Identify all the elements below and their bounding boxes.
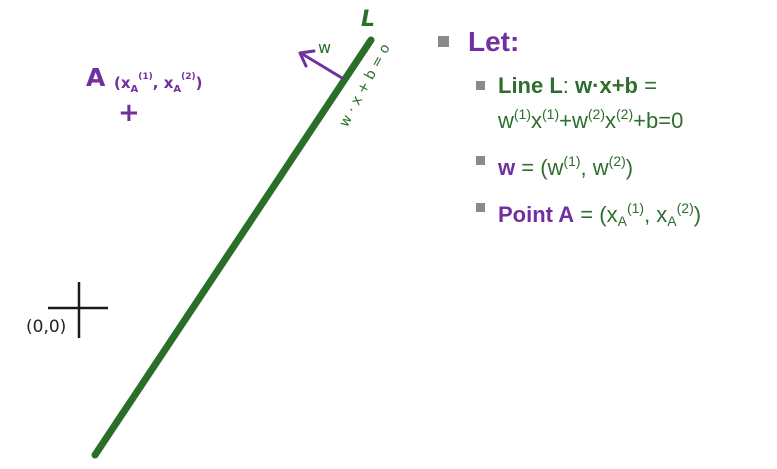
square-bullet-icon xyxy=(476,203,485,212)
w-definition-item: w = (w(1), w(2)) xyxy=(430,147,775,182)
line-l xyxy=(91,36,375,459)
w-definition: = (w(1), w(2)) xyxy=(515,153,634,180)
square-bullet-icon xyxy=(476,81,485,90)
let-heading: Let: xyxy=(468,26,520,57)
w-vector-label: w xyxy=(318,38,331,57)
line-expanded-equation: w(1)x(1)+w(2)x(2)+b=0 xyxy=(498,106,684,133)
point-a-term: Point A xyxy=(498,202,575,227)
point-a-marker: + xyxy=(118,98,140,128)
origin-axes xyxy=(48,282,108,338)
square-bullet-icon xyxy=(438,36,449,47)
square-bullet-icon xyxy=(476,156,485,165)
point-a-letter: A xyxy=(86,63,106,92)
let-heading-row: Let: xyxy=(430,24,775,72)
definitions-panel: Let: Line L: w·x+b = w(1)x(1)+w(2)x(2)+b… xyxy=(430,24,775,243)
normal-vector-arrow-icon xyxy=(298,49,344,80)
origin-label: (0,0) xyxy=(26,317,66,337)
point-a-definition-item: Point A = (xA(1), xA(2)) xyxy=(430,194,775,235)
line-definition-item: Line L: w·x+b = w(1)x(1)+w(2)x(2)+b=0 xyxy=(430,72,775,135)
point-a-definition: = (xA(1), xA(2)) xyxy=(574,200,702,229)
line-l-term: Line L xyxy=(498,73,563,98)
w-term: w xyxy=(498,155,516,180)
line-l-label: L xyxy=(361,7,375,32)
point-a-coords: (xA(1), xA(2)) xyxy=(114,72,203,95)
line-equation-bold: w·x+b xyxy=(575,73,638,98)
point-a-label: A (xA(1), xA(2)) xyxy=(86,63,203,95)
